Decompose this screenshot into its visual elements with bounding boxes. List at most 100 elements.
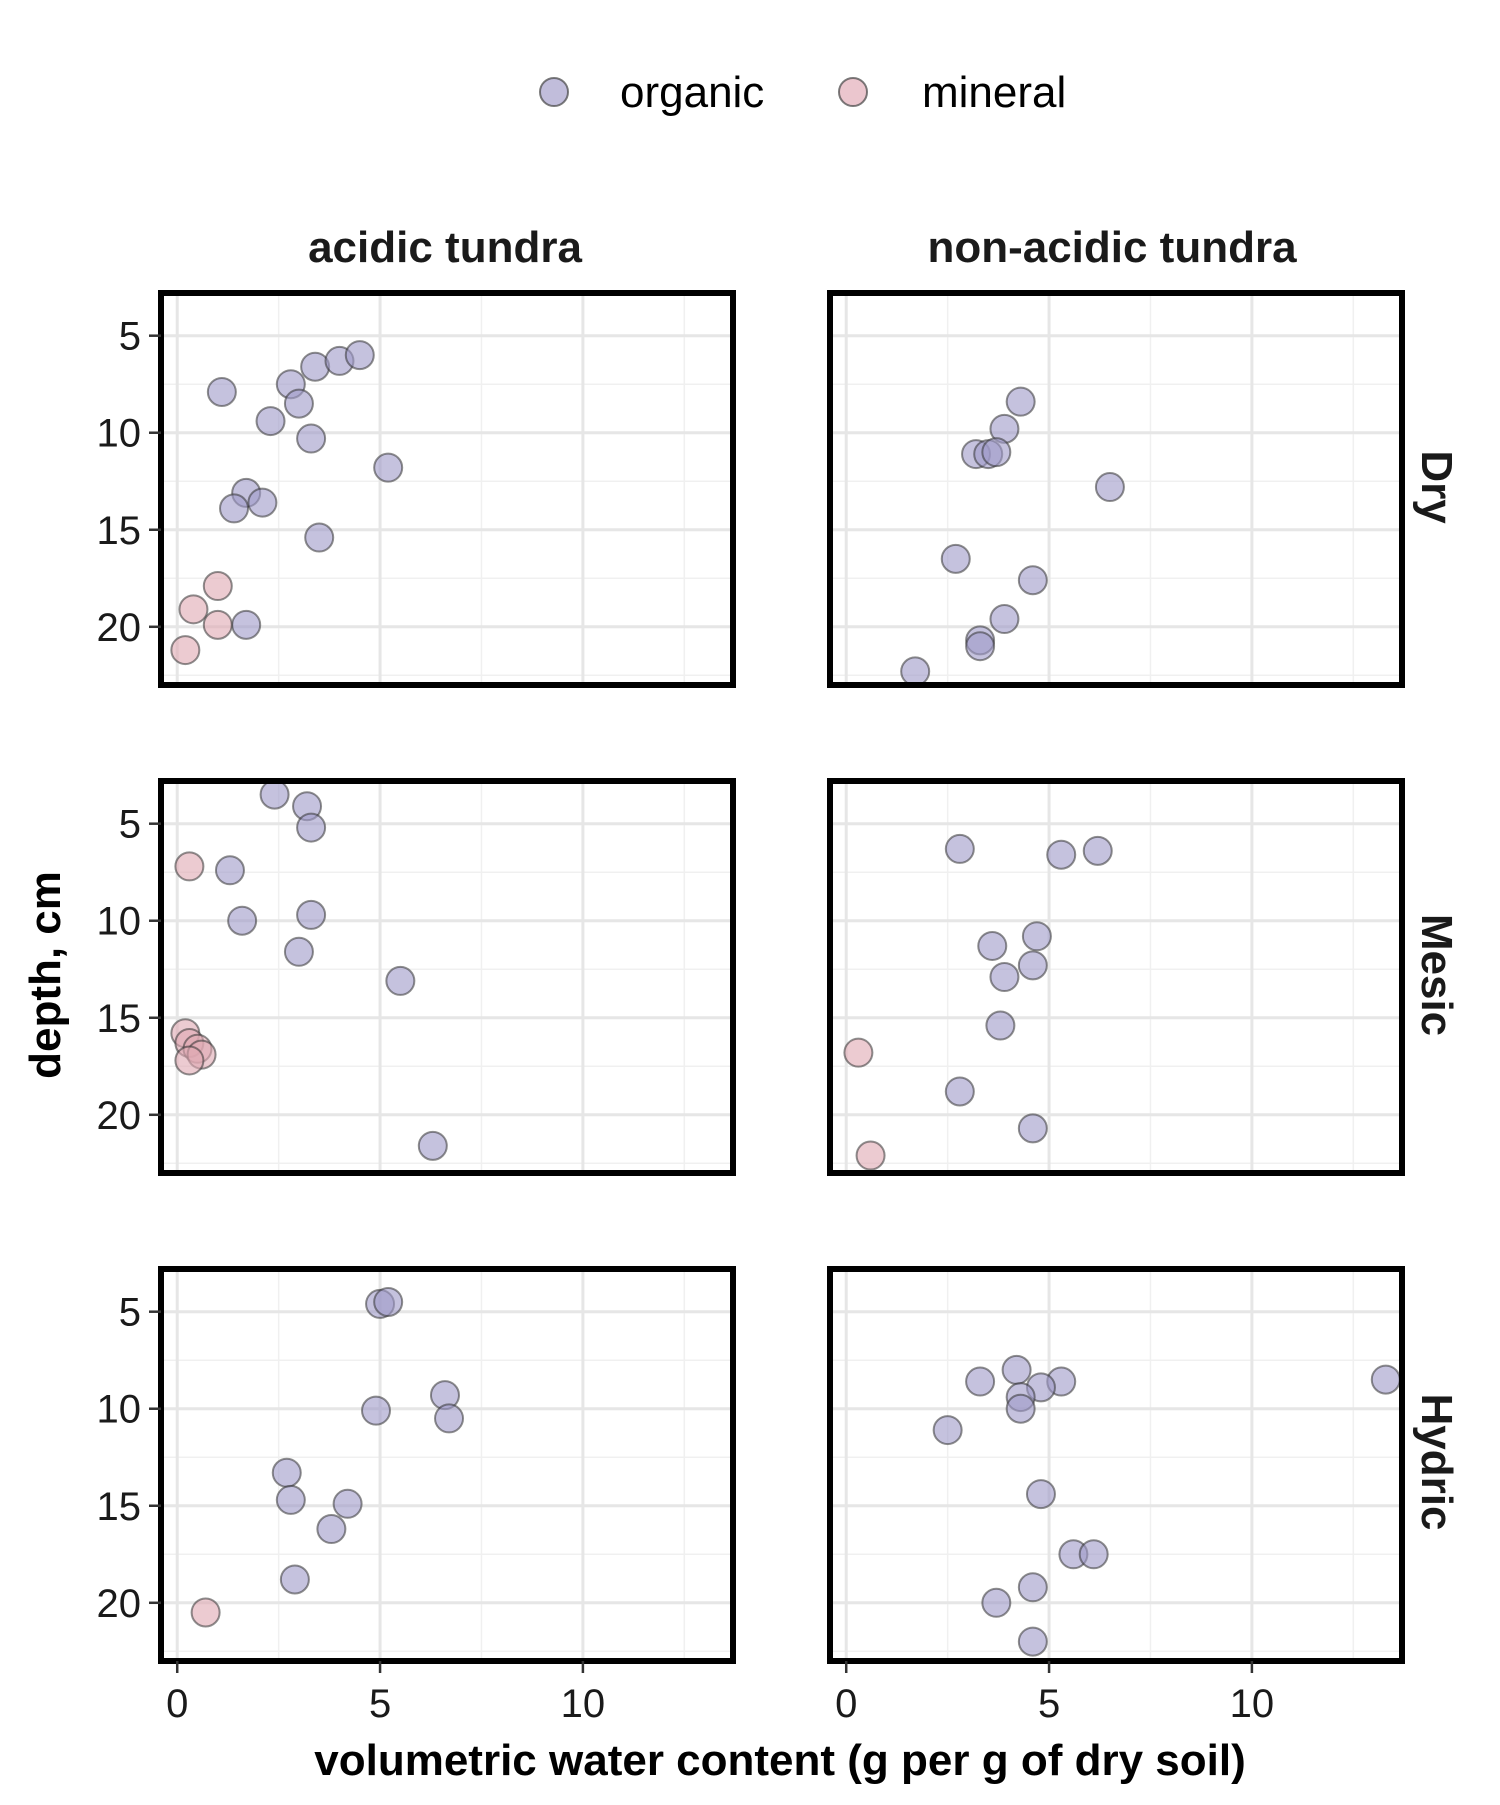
data-point-organic — [296, 423, 327, 454]
data-point-organic — [1017, 1113, 1048, 1144]
data-point-organic — [434, 1403, 465, 1434]
panels-layer: 5 10 15 20 5 10 15 20 5 10 15 20 0 5 10 0 5 10 — [97, 290, 1405, 1726]
x-tick-label: 5 — [1038, 1682, 1060, 1726]
legend-label-mineral: mineral — [922, 68, 1066, 117]
legend-label-organic: organic — [620, 68, 764, 117]
data-point-organic — [275, 1484, 306, 1515]
data-point-organic — [361, 1395, 392, 1426]
data-point-organic — [247, 487, 278, 518]
data-point-mineral — [178, 594, 209, 625]
y-tick-label: 10 — [97, 1388, 142, 1432]
data-point-organic — [344, 340, 375, 371]
data-point-mineral — [174, 1045, 205, 1076]
data-point-organic — [1017, 1572, 1048, 1603]
x-tick-label: 10 — [1230, 1682, 1275, 1726]
data-point-organic — [417, 1130, 448, 1161]
data-point-organic — [1017, 565, 1048, 596]
data-point-mineral — [202, 609, 233, 640]
data-point-organic — [385, 965, 416, 996]
panel-background — [830, 781, 1402, 1173]
x-tick-label: 10 — [561, 1682, 606, 1726]
data-point-organic — [981, 1587, 1012, 1618]
data-point-organic — [219, 493, 250, 524]
data-point-organic — [296, 899, 327, 930]
y-tick-label: 20 — [97, 606, 142, 650]
panel-non-acidic-tundra-hydric: 0 5 10 — [827, 1266, 1405, 1726]
data-point-organic — [332, 1488, 363, 1519]
legend: organic mineral — [539, 68, 1066, 117]
data-point-mineral — [190, 1597, 221, 1628]
y-tick-label: 10 — [97, 412, 142, 456]
y-axis-title: depth, cm — [21, 871, 70, 1079]
data-point-organic — [977, 930, 1008, 961]
data-point-organic — [300, 351, 331, 382]
data-point-organic — [279, 1564, 310, 1595]
panel-border — [158, 1266, 736, 1664]
panel-border — [158, 290, 736, 688]
y-tick-label: 20 — [97, 1094, 142, 1138]
data-point-organic — [940, 543, 971, 574]
panel-background — [161, 1269, 733, 1661]
row-label-mesic: Mesic — [1412, 914, 1461, 1036]
data-point-organic — [296, 812, 327, 843]
x-tick-label: 0 — [166, 1682, 188, 1726]
data-point-organic — [1005, 1393, 1036, 1424]
panel-acidic-tundra-hydric: 5 10 15 20 0 5 10 — [97, 1266, 736, 1726]
x-tick-label: 0 — [835, 1682, 857, 1726]
y-tick-label: 15 — [97, 997, 142, 1041]
panel-background — [161, 781, 733, 1173]
data-point-organic — [373, 452, 404, 483]
data-point-organic — [1017, 1626, 1048, 1657]
panel-border — [827, 1266, 1405, 1664]
data-point-organic — [989, 604, 1020, 635]
data-point-organic — [944, 833, 975, 864]
y-tick-label: 20 — [97, 1582, 142, 1626]
data-point-mineral — [202, 571, 233, 602]
data-point-organic — [255, 406, 286, 437]
legend-marker-mineral — [838, 77, 868, 107]
data-point-organic — [932, 1415, 963, 1446]
data-point-mineral — [843, 1037, 874, 1068]
data-point-organic — [900, 656, 931, 687]
data-point-organic — [259, 779, 290, 810]
data-point-organic — [1370, 1364, 1401, 1395]
y-tick-label: 15 — [97, 509, 142, 553]
data-point-organic — [1017, 950, 1048, 981]
data-point-organic — [965, 1366, 996, 1397]
data-point-organic — [985, 1010, 1016, 1041]
y-tick-label: 5 — [119, 1291, 141, 1335]
data-point-organic — [304, 522, 335, 553]
row-label-hydric: Hydric — [1412, 1394, 1461, 1531]
data-point-organic — [989, 962, 1020, 992]
column-label-non-acidic: non-acidic tundra — [927, 223, 1297, 272]
row-label-dry: Dry — [1412, 450, 1461, 524]
data-point-organic — [283, 388, 314, 419]
data-point-mineral — [174, 851, 205, 882]
x-axis-title: volumetric water content (g per g of dry… — [314, 1736, 1245, 1785]
panel-border — [158, 778, 736, 1176]
data-point-organic — [1005, 386, 1036, 417]
data-point-organic — [283, 936, 314, 967]
y-tick-label: 10 — [97, 900, 142, 944]
x-tick-label: 5 — [369, 1682, 391, 1726]
data-point-organic — [231, 609, 262, 640]
column-label-acidic: acidic tundra — [308, 223, 582, 272]
data-point-organic — [1001, 1354, 1032, 1385]
data-point-organic — [227, 905, 258, 936]
panel-non-acidic-tundra-dry — [827, 290, 1405, 688]
data-point-organic — [214, 855, 245, 886]
data-point-organic — [316, 1514, 347, 1545]
data-point-organic — [1082, 835, 1113, 866]
data-point-mineral — [170, 635, 201, 666]
data-point-mineral — [855, 1140, 886, 1171]
data-point-organic — [1021, 921, 1052, 952]
panel-border — [827, 778, 1405, 1176]
panel-acidic-tundra-dry: 5 10 15 20 — [97, 290, 736, 688]
y-tick-label: 5 — [119, 315, 141, 359]
y-tick-label: 5 — [119, 803, 141, 847]
panel-acidic-tundra-mesic: 5 10 15 20 — [97, 778, 736, 1176]
data-point-organic — [1078, 1539, 1109, 1570]
data-point-organic — [981, 437, 1012, 468]
data-point-organic — [1094, 472, 1125, 503]
